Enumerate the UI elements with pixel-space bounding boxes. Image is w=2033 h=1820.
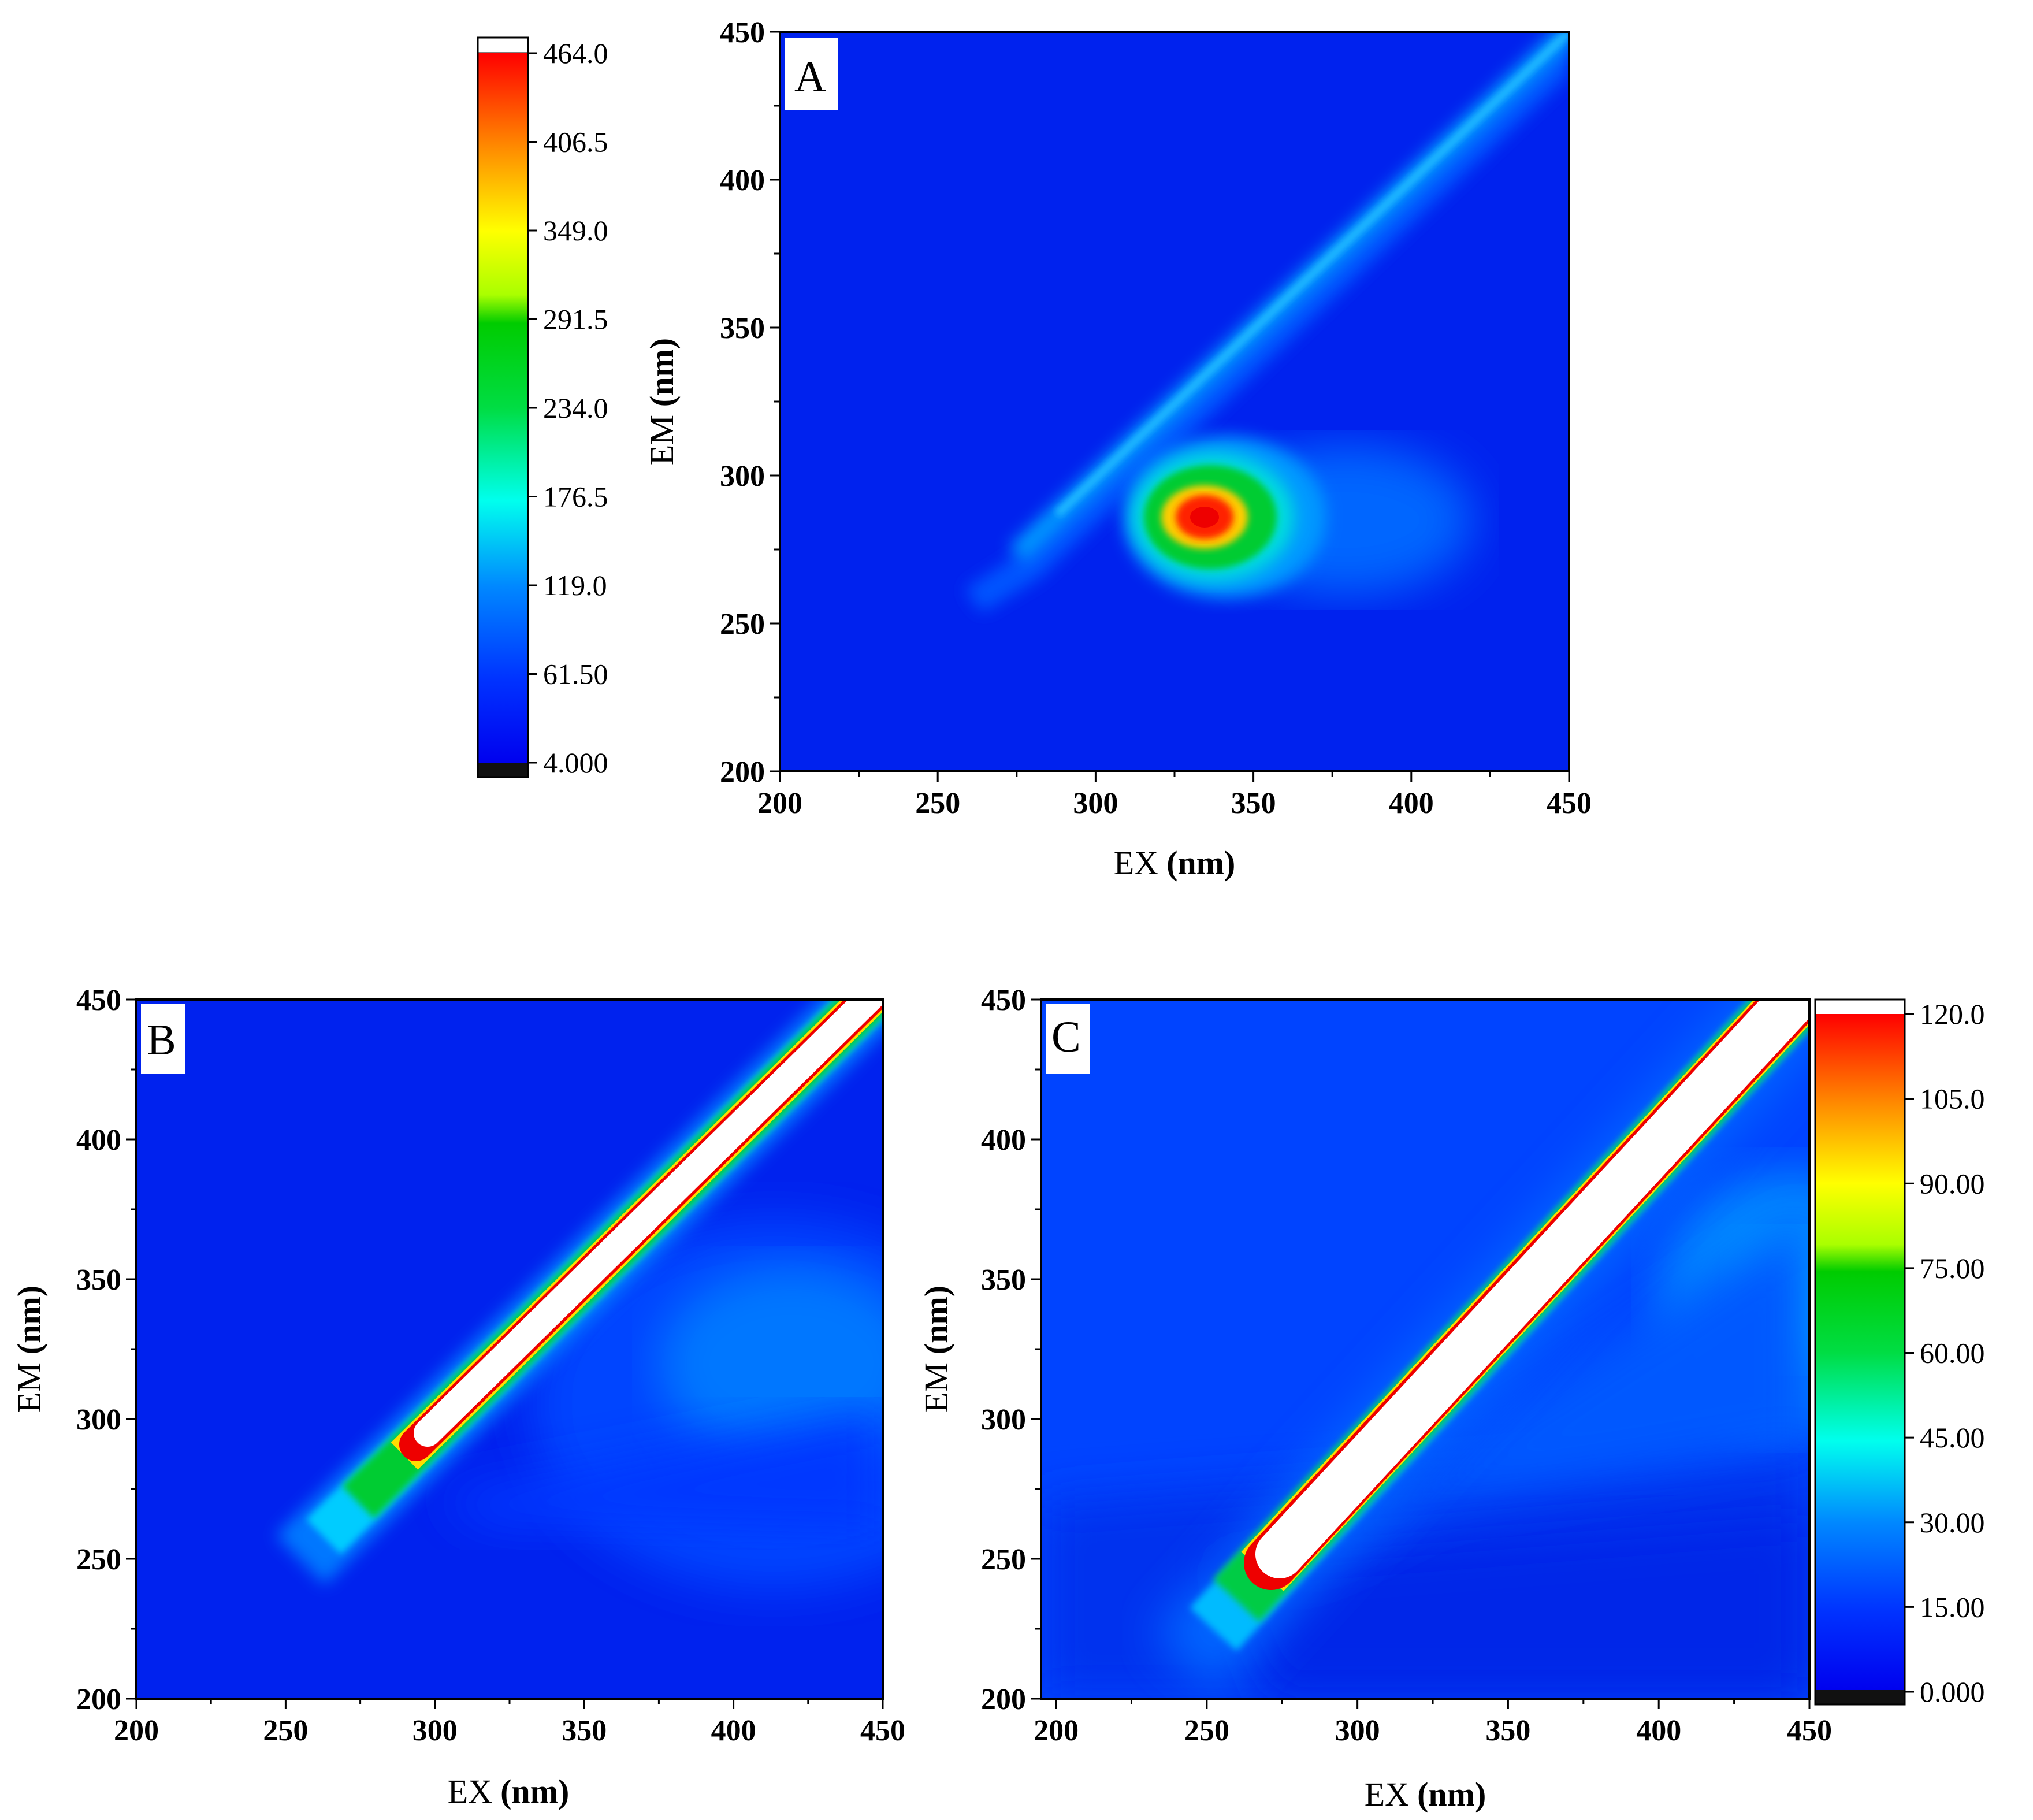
colorbar-label-a: 291.5	[543, 303, 608, 336]
colorbar-label-a: 176.5	[543, 481, 608, 513]
x-tick-label-b: 300	[412, 1714, 458, 1747]
y-tick-label-c: 300	[981, 1403, 1026, 1436]
panel-label-b: B	[147, 1016, 176, 1064]
colorbar-label-c: 120.0	[1920, 998, 1985, 1030]
colorbar-label-c: 15.00	[1920, 1591, 1985, 1623]
colorbar-label-c: 45.00	[1920, 1421, 1985, 1454]
y-axis-title-c: EM(nm)	[917, 1286, 955, 1413]
x-tick-label-a: 350	[1231, 787, 1276, 820]
x-tick-label-c: 450	[1787, 1714, 1832, 1747]
x-tick-label-a: 300	[1073, 787, 1118, 820]
x-tick-label-c: 200	[1034, 1714, 1079, 1747]
x-tick-label-a: 400	[1389, 787, 1434, 820]
colorbar-label-a: 119.0	[543, 569, 607, 601]
heatmap-a	[780, 32, 1569, 771]
colorbar-label-c: 105.0	[1920, 1083, 1985, 1115]
panel-label-a: A	[794, 53, 826, 101]
y-tick-label-b: 450	[76, 984, 121, 1017]
colorbar-label-a: 349.0	[543, 214, 608, 247]
y-tick-label-a: 400	[720, 164, 765, 197]
y-tick-label-b: 200	[76, 1683, 121, 1716]
y-axis-title-b: EM(nm)	[10, 1286, 48, 1413]
x-tick-label-a: 450	[1547, 787, 1592, 820]
y-tick-label-b: 400	[76, 1124, 121, 1157]
y-tick-label-a: 200	[720, 756, 765, 789]
panel-b: 200 250 300 350 400 450 200 250 300 350 400 450 B E…	[10, 984, 905, 1810]
y-tick-label-b: 300	[76, 1403, 121, 1436]
panel-a: 464.0 406.5 349.0 291.5 234.0 176.5 119.0 61.50…	[477, 16, 1592, 882]
colorbar-a: 464.0 406.5 349.0 291.5 234.0 176.5 119.0 61.50…	[477, 36, 608, 779]
colorbar-label-c: 75.00	[1920, 1252, 1985, 1284]
colorbar-label-c: 90.00	[1920, 1167, 1985, 1199]
y-tick-label-a: 350	[720, 312, 765, 345]
colorbar-label-a: 4.000	[543, 746, 608, 779]
x-axis-title-a: EX (nm)	[1114, 844, 1236, 882]
colorbar-label-a: 406.5	[543, 126, 608, 158]
panel-label-c: C	[1051, 1013, 1081, 1061]
y-tick-label-b: 350	[76, 1264, 121, 1297]
y-axis-title-a: EM(nm)	[643, 338, 681, 465]
x-tick-label-c: 350	[1485, 1714, 1530, 1747]
colorbar-label-a: 464.0	[543, 37, 608, 69]
colorbar-label-c: 60.00	[1920, 1337, 1985, 1369]
y-tick-label-a: 250	[720, 608, 765, 641]
y-tick-label-a: 450	[720, 16, 765, 49]
heatmap-c	[1041, 1000, 1809, 1699]
x-tick-label-b: 350	[562, 1714, 607, 1747]
x-tick-label-b: 450	[860, 1714, 905, 1747]
y-tick-label-c: 250	[981, 1543, 1026, 1576]
x-tick-label-a: 250	[915, 787, 960, 820]
x-tick-label-c: 400	[1636, 1714, 1681, 1747]
colorbar-label-c: 30.00	[1920, 1506, 1985, 1539]
x-tick-label-c: 300	[1335, 1714, 1380, 1747]
y-tick-label-c: 350	[981, 1264, 1026, 1297]
colorbar-label-a: 234.0	[543, 392, 608, 424]
y-tick-label-c: 200	[981, 1683, 1026, 1716]
x-axis-title-c: EX (nm)	[1365, 1776, 1486, 1813]
colorbar-label-c: 0.000	[1920, 1676, 1985, 1708]
x-tick-label-b: 200	[114, 1714, 159, 1747]
y-tick-label-a: 300	[720, 460, 765, 493]
colorbar-c: 120.0 105.0 90.00 75.00 60.00 45.00 30.00 15.00…	[1814, 998, 1985, 1708]
y-tick-label-b: 250	[76, 1543, 121, 1576]
y-tick-label-c: 400	[981, 1124, 1026, 1157]
panel-c: 200 250 300 350 400 450 200 250 300 350 400 450 C E…	[917, 984, 1985, 1813]
colorbar-label-a: 61.50	[543, 658, 608, 690]
x-tick-label-c: 250	[1184, 1714, 1229, 1747]
y-tick-label-c: 450	[981, 984, 1026, 1017]
x-tick-label-b: 400	[711, 1714, 756, 1747]
x-tick-label-a: 200	[757, 787, 802, 820]
heatmap-b	[136, 1000, 883, 1699]
x-tick-label-b: 250	[263, 1714, 308, 1747]
x-axis-title-b: EX (nm)	[448, 1773, 570, 1810]
